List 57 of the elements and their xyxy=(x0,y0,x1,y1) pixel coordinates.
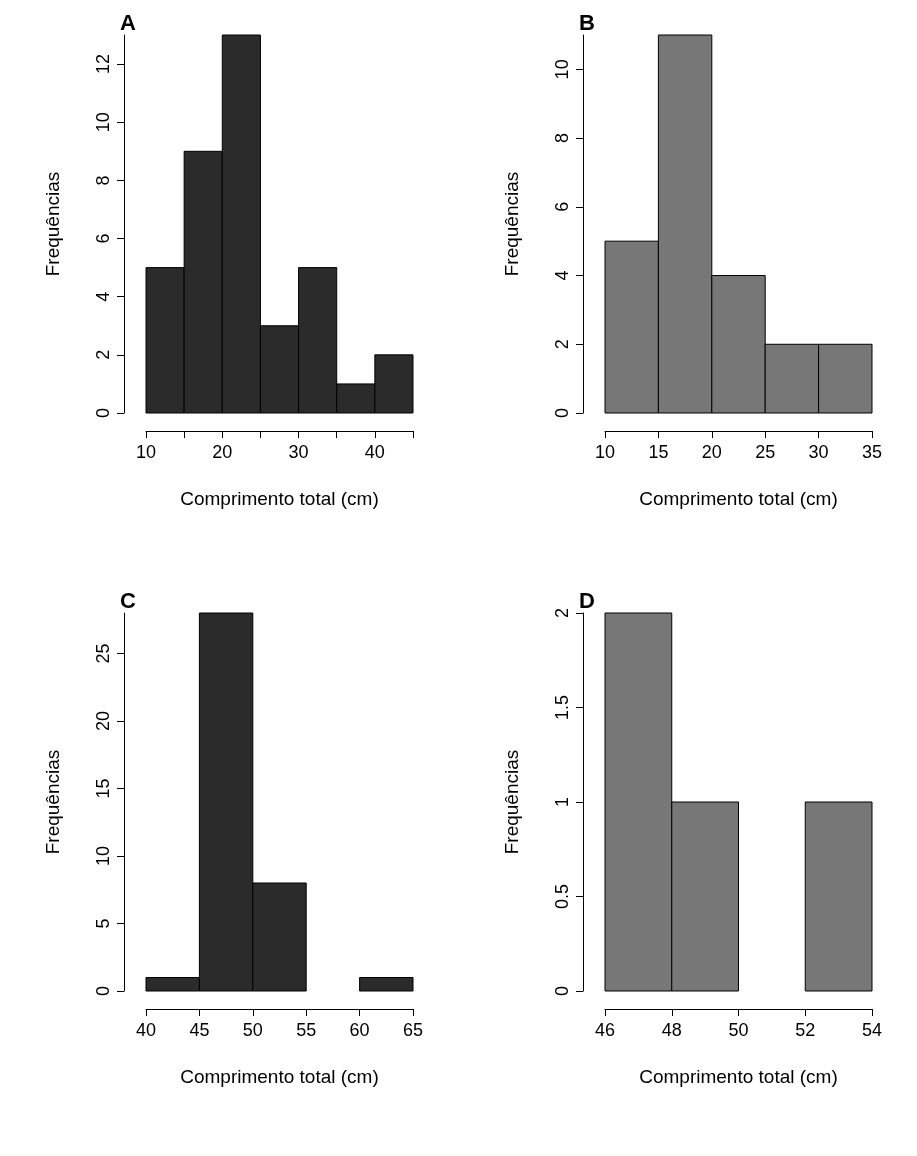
y-tick-label: 4 xyxy=(552,270,572,281)
x-axis-title: Comprimento total (cm) xyxy=(180,1066,379,1087)
chart-title: C xyxy=(120,587,136,613)
x-tick-label: 50 xyxy=(728,1020,749,1040)
x-tick-label: 50 xyxy=(242,1020,263,1040)
chart-title: D xyxy=(579,587,595,613)
y-tick-label: 10 xyxy=(552,59,572,80)
y-tick-label: 8 xyxy=(552,133,572,144)
y-tick-label: 10 xyxy=(93,112,113,133)
y-tick-label: 0 xyxy=(93,985,113,997)
y-axis-title: Frequências xyxy=(42,749,63,855)
y-tick-label: 1.5 xyxy=(552,694,572,721)
x-tick-label: 30 xyxy=(808,442,829,462)
x-tick-label: 10 xyxy=(594,442,616,462)
x-tick-label: 20 xyxy=(701,442,722,462)
x-tick-label: 60 xyxy=(349,1020,370,1040)
y-axis-title: Frequências xyxy=(42,171,63,277)
y-tick-label: 8 xyxy=(93,175,113,186)
y-tick-label: 0 xyxy=(552,985,572,997)
x-tick-label: 40 xyxy=(135,1020,157,1040)
x-axis-title: Comprimento total (cm) xyxy=(639,1066,838,1087)
x-tick-label: 52 xyxy=(795,1020,816,1040)
x-tick-label: 40 xyxy=(364,442,385,462)
y-tick-label: 6 xyxy=(93,233,113,244)
x-tick-label: 35 xyxy=(861,442,883,462)
y-tick-label: 2 xyxy=(552,607,572,619)
y-tick-label: 15 xyxy=(93,778,113,799)
x-tick-label: 54 xyxy=(861,1020,883,1040)
y-tick-label: 4 xyxy=(93,291,113,302)
x-tick-label: 30 xyxy=(288,442,309,462)
y-tick-label: 2 xyxy=(93,349,113,360)
x-tick-label: 65 xyxy=(402,1020,424,1040)
y-axis-title: Frequências xyxy=(501,171,522,277)
x-tick-label: 20 xyxy=(212,442,233,462)
chart-title: B xyxy=(579,9,595,35)
chart-title: A xyxy=(120,9,136,35)
x-tick-label: 25 xyxy=(755,442,776,462)
y-tick-label: 6 xyxy=(552,201,572,212)
x-axis-title: Comprimento total (cm) xyxy=(180,488,379,509)
y-tick-label: 10 xyxy=(93,845,113,867)
x-tick-label: 55 xyxy=(296,1020,317,1040)
y-tick-label: 25 xyxy=(93,643,113,664)
y-tick-label: 5 xyxy=(93,918,113,929)
x-axis-title: Comprimento total (cm) xyxy=(639,488,838,509)
x-tick-label: 45 xyxy=(189,1020,210,1040)
y-axis-title: Frequências xyxy=(501,749,522,855)
y-tick-label: 0.5 xyxy=(552,883,572,910)
x-tick-label: 10 xyxy=(135,442,157,462)
y-tick-label: 0 xyxy=(93,407,113,419)
x-tick-label: 46 xyxy=(594,1020,616,1040)
y-tick-label: 2 xyxy=(552,339,572,350)
y-tick-label: 12 xyxy=(93,54,113,75)
y-tick-label: 1 xyxy=(552,796,572,808)
x-tick-label: 48 xyxy=(661,1020,682,1040)
y-tick-label: 20 xyxy=(93,710,113,732)
y-tick-label: 0 xyxy=(552,407,572,419)
x-tick-label: 15 xyxy=(648,442,669,462)
